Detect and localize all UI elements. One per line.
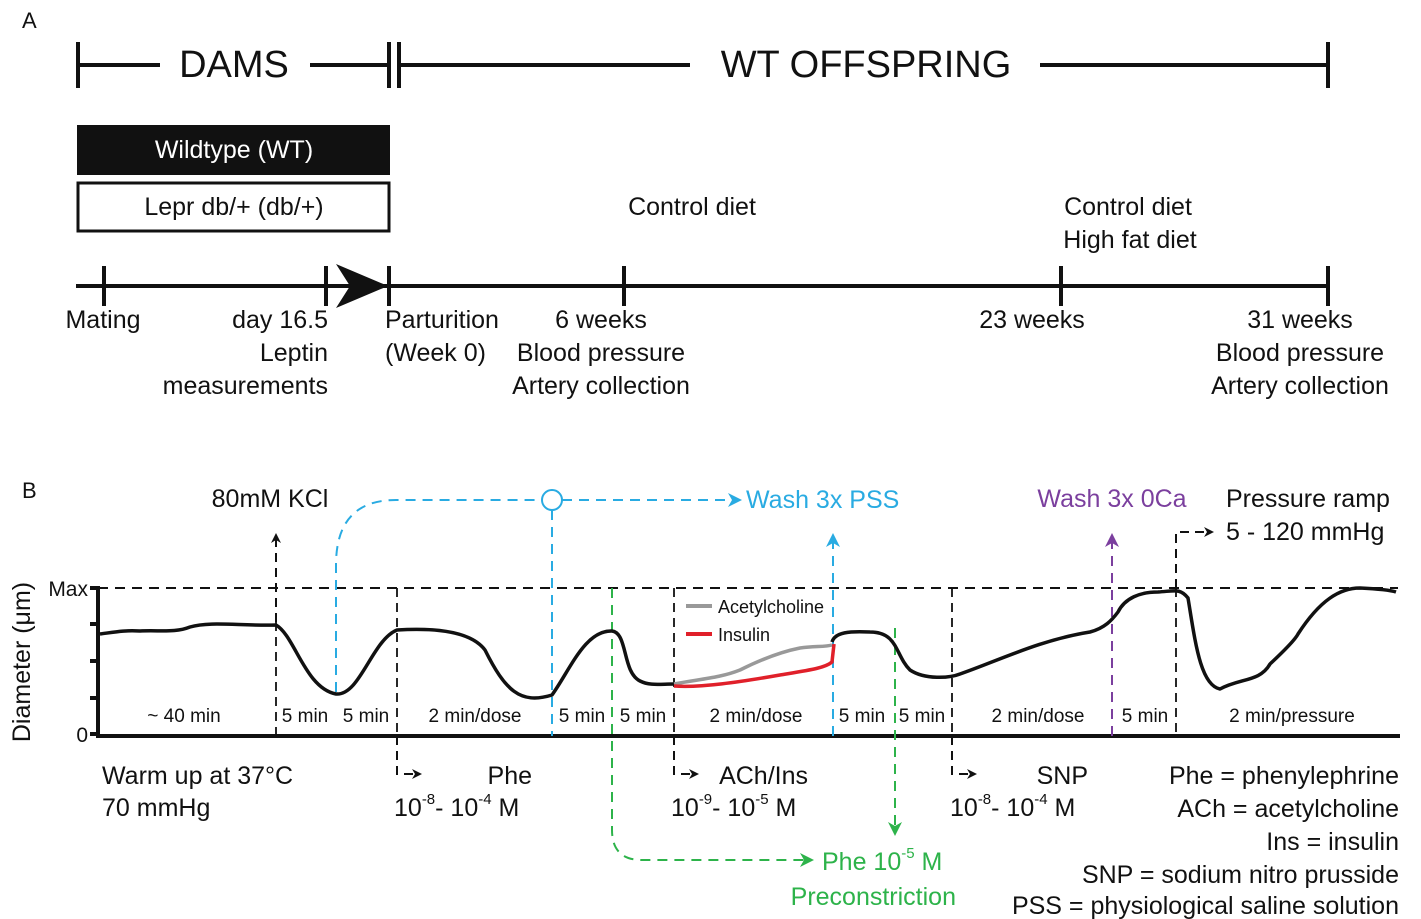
ach-range-label: 10-9- 10-5 M bbox=[671, 791, 796, 822]
snp-range-label: 10-8- 10-4 M bbox=[950, 791, 1075, 822]
diet-control-1: Control diet bbox=[628, 193, 756, 221]
ach-arrow-icon bbox=[673, 736, 699, 779]
wash-pss-label: Wash 3x PSS bbox=[746, 486, 899, 514]
w6-label: 6 weeks bbox=[555, 306, 647, 334]
interval-label: 5 min bbox=[899, 706, 945, 727]
interval-label: 5 min bbox=[559, 706, 605, 727]
diameter-trace-2 bbox=[830, 586, 1397, 691]
axes bbox=[90, 586, 1400, 738]
panel-b-label: B bbox=[22, 478, 37, 503]
interval-label: 5 min bbox=[1122, 706, 1168, 727]
interval-label: 5 min bbox=[839, 706, 885, 727]
wildtype-label: Wildtype (WT) bbox=[155, 136, 313, 164]
phe-range-label: 10-8- 10-4 M bbox=[394, 791, 519, 822]
ach-label: ACh/Ins bbox=[719, 762, 808, 790]
abbrev-item: Phe = phenylephrine bbox=[1169, 762, 1399, 790]
insulin-trace bbox=[673, 643, 836, 689]
offspring-label: WT OFFSPRING bbox=[721, 44, 1012, 86]
dams-label: DAMS bbox=[179, 44, 289, 86]
pressure-range-label: 5 - 120 mmHg bbox=[1226, 518, 1384, 546]
legend-ins-label: Insulin bbox=[718, 625, 770, 645]
warmup-label: Warm up at 37°C bbox=[102, 762, 293, 790]
warmup-pressure-label: 70 mmHg bbox=[102, 794, 210, 822]
measurements-label: measurements bbox=[163, 372, 328, 400]
legend-ach-label: Acetylcholine bbox=[718, 597, 824, 617]
timeline bbox=[76, 266, 1330, 306]
precon-sub-label: Preconstriction bbox=[791, 883, 956, 911]
wash-0ca-label: Wash 3x 0Ca bbox=[1037, 485, 1186, 513]
abbreviation-key: Phe = phenylephrine ACh = acetylcholine … bbox=[1012, 762, 1399, 919]
pressure-arrow-icon bbox=[1175, 527, 1214, 588]
w31-label: 31 weeks bbox=[1247, 306, 1353, 334]
y-zero-label: 0 bbox=[76, 724, 88, 747]
interval-label: 2 min/dose bbox=[429, 706, 522, 727]
w6-bp-label: Blood pressure bbox=[517, 339, 685, 367]
diet-highfat: High fat diet bbox=[1063, 226, 1196, 254]
dams-bar bbox=[76, 42, 1330, 88]
phe-arrow-icon bbox=[396, 736, 422, 779]
w6-artery-label: Artery collection bbox=[512, 372, 690, 400]
wildtype-box bbox=[77, 125, 390, 175]
snp-label: SNP bbox=[1037, 762, 1088, 790]
diameter-trace bbox=[99, 622, 675, 700]
interval-label: 5 min bbox=[343, 706, 389, 727]
db-box bbox=[76, 181, 391, 233]
week0-label: (Week 0) bbox=[385, 339, 486, 367]
abbrev-item: ACh = acetylcholine bbox=[1177, 795, 1399, 823]
snp-arrow-icon bbox=[951, 736, 977, 779]
wash-junction-icon bbox=[541, 489, 563, 511]
day-label: day 16.5 bbox=[232, 306, 328, 334]
kcl-label: 80mM KCl bbox=[212, 485, 329, 513]
interval-label: ~ 40 min bbox=[147, 706, 220, 727]
pressure-label: Pressure ramp bbox=[1226, 485, 1390, 513]
birth-arrow-icon bbox=[336, 264, 388, 308]
precon-arrow-icon bbox=[611, 588, 814, 867]
y-max-label: Max bbox=[48, 578, 88, 601]
phase-dividers bbox=[275, 588, 1177, 736]
diet-control-2: Control diet bbox=[1064, 193, 1192, 221]
w23-label: 23 weeks bbox=[979, 306, 1085, 334]
interval-labels: ~ 40 min 5 min 5 min 2 min/dose 5 min 5 … bbox=[147, 706, 1355, 727]
w31-bp-label: Blood pressure bbox=[1216, 339, 1384, 367]
wash-line-1 bbox=[335, 499, 543, 692]
y-axis-label: Diameter (μm) bbox=[8, 582, 36, 742]
acetylcholine-trace bbox=[673, 643, 833, 686]
interval-label: 2 min/dose bbox=[710, 706, 803, 727]
interval-label: 2 min/pressure bbox=[1229, 706, 1355, 727]
panel-a: A DAMS WT OFFSPRING Wildtype (WT) Lepr d… bbox=[22, 8, 1389, 400]
panel-b: B Diameter (μm) Max 0 80mM KCl bbox=[8, 478, 1400, 919]
interval-label: 2 min/dose bbox=[992, 706, 1085, 727]
db-label: Lepr db/+ (db/+) bbox=[144, 193, 323, 221]
interval-label: 5 min bbox=[620, 706, 666, 727]
w31-artery-label: Artery collection bbox=[1211, 372, 1389, 400]
panel-a-label: A bbox=[22, 8, 37, 33]
parturition-label: Parturition bbox=[385, 306, 499, 334]
abbrev-item: Ins = insulin bbox=[1266, 828, 1399, 856]
abbrev-item: PSS = physiological saline solution bbox=[1012, 892, 1399, 919]
leptin-label: Leptin bbox=[260, 339, 328, 367]
mating-label: Mating bbox=[65, 306, 140, 334]
abbrev-item: SNP = sodium nitro prusside bbox=[1082, 861, 1399, 889]
precon-label: Phe 10-5 M bbox=[822, 845, 942, 876]
phe-label: Phe bbox=[488, 762, 532, 790]
interval-label: 5 min bbox=[282, 706, 328, 727]
